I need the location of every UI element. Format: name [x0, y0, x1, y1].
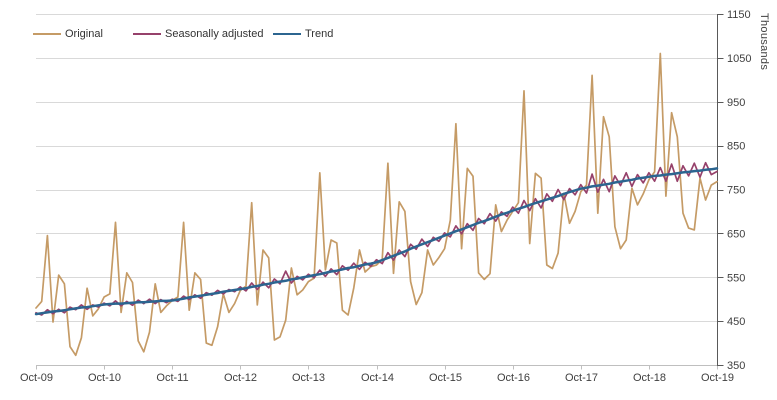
y-axis-title: Thousands: [758, 13, 770, 71]
svg-text:Oct-15: Oct-15: [429, 372, 462, 384]
svg-text:550: 550: [727, 272, 745, 284]
legend-label-seasonally-adjusted: Seasonally adjusted: [165, 28, 264, 40]
original-line-swatch: [33, 33, 61, 35]
legend: Original Seasonally adjusted Trend: [33, 26, 373, 42]
svg-text:Oct-18: Oct-18: [633, 372, 666, 384]
svg-text:350: 350: [727, 360, 745, 372]
trend-line-swatch: [273, 33, 301, 35]
svg-text:Oct-17: Oct-17: [565, 372, 598, 384]
svg-text:750: 750: [727, 185, 745, 197]
legend-label-trend: Trend: [305, 28, 334, 40]
svg-text:850: 850: [727, 141, 745, 153]
svg-text:Oct-11: Oct-11: [156, 372, 188, 384]
svg-text:Oct-12: Oct-12: [224, 372, 257, 384]
svg-text:Oct-13: Oct-13: [292, 372, 325, 384]
svg-text:Oct-09: Oct-09: [20, 372, 53, 384]
svg-text:450: 450: [727, 316, 745, 328]
seasonally-adjusted-line-swatch: [133, 33, 161, 35]
legend-item-original: Original: [33, 26, 103, 42]
svg-text:Oct-16: Oct-16: [497, 372, 530, 384]
svg-text:Oct-10: Oct-10: [88, 372, 121, 384]
svg-text:950: 950: [727, 97, 745, 109]
svg-text:1150: 1150: [727, 9, 751, 21]
legend-label-original: Original: [65, 28, 103, 40]
legend-item-seasonally-adjusted: Seasonally adjusted: [133, 26, 263, 42]
svg-text:650: 650: [727, 228, 745, 240]
svg-text:1050: 1050: [727, 53, 751, 65]
svg-text:Oct-19: Oct-19: [701, 372, 734, 384]
legend-item-trend: Trend: [273, 26, 333, 42]
svg-text:Oct-14: Oct-14: [361, 372, 394, 384]
